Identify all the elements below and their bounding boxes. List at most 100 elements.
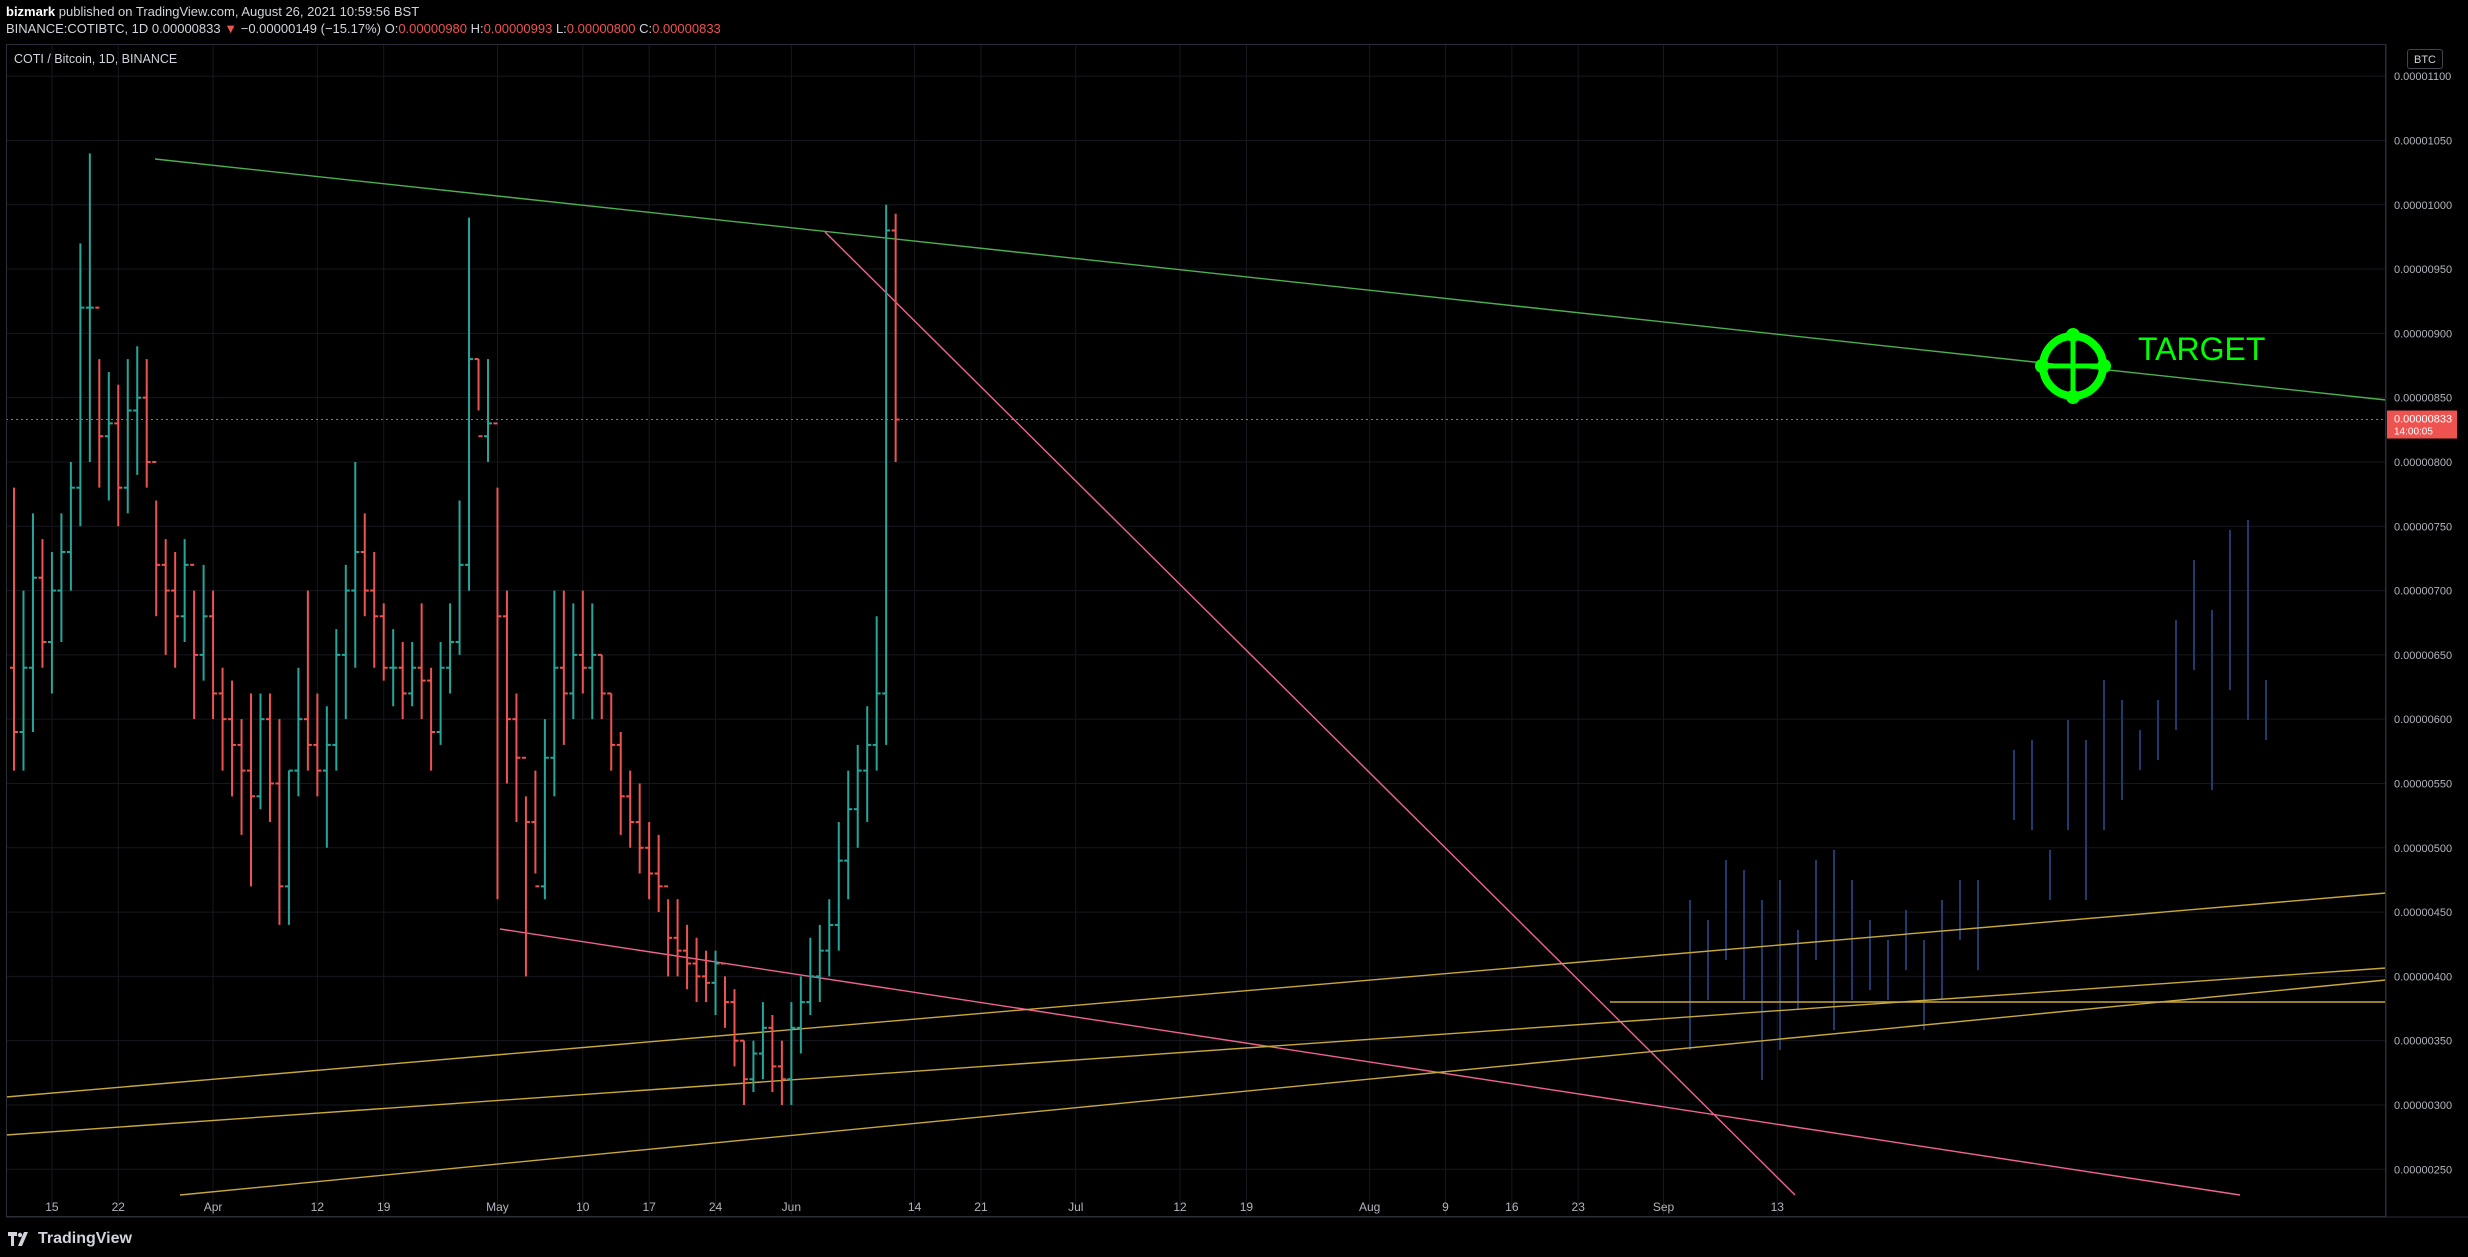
ohlc-bar: [721, 962, 729, 1028]
ohlc-bar: [408, 642, 417, 707]
price-tick-label: 0.00000650: [2394, 650, 2452, 662]
ohlc-bar: [635, 783, 644, 874]
ohlc-bar: [474, 358, 483, 438]
ohlc-bar: [455, 500, 464, 655]
time-tick-label: 24: [709, 1200, 723, 1214]
trendlines: [5, 158, 2387, 1196]
ohlc-bar: [294, 667, 303, 797]
ohlc-bar: [10, 487, 18, 771]
ohlc-bar: [796, 976, 805, 1054]
ohlc-bar: [152, 460, 161, 617]
ohlc-bar: [521, 756, 530, 977]
time-tick-label: 12: [1173, 1200, 1187, 1214]
price-tick-label: 0.00000550: [2394, 778, 2452, 790]
ohlc-bar: [664, 885, 673, 977]
price-axis[interactable]: 0.00001100 0.00001050 0.00001000 0.00000950…: [2385, 44, 2452, 1217]
ohlc-bar: [114, 384, 123, 527]
time-axis[interactable]: 15 22 Apr 12 19 May 10 17 24 Jun 14 21 Jul 12 19 Aug 9 16…: [6, 1200, 2468, 1218]
price-tick-label: 0.00000300: [2394, 1100, 2452, 1112]
ohlc-bar: [540, 719, 549, 900]
published-text: published on TradingView.com, August 26,…: [58, 4, 420, 19]
price-tick-label: 0.00000750: [2394, 521, 2452, 533]
time-tick-label: 12: [311, 1200, 325, 1214]
ohlc-bar: [588, 603, 597, 720]
header-bar: bizmark published on TradingView.com, Au…: [0, 0, 2468, 40]
ohlc-bar: [199, 564, 208, 681]
ohlc-bar: [834, 822, 843, 951]
ohlc-bar: [190, 563, 199, 720]
price-tick-label: 0.00000350: [2394, 1036, 2452, 1048]
close-label: C:: [639, 21, 653, 36]
time-tick-label: 22: [112, 1200, 126, 1214]
down-arrow-icon: ▼: [224, 21, 238, 36]
support-line: [179, 979, 2387, 1196]
ohlc-bar: [550, 590, 559, 797]
ohlc-bar: [28, 513, 37, 733]
price-tick-label: 0.00000950: [2394, 264, 2452, 276]
ohlc-bar: [57, 513, 66, 643]
close-value: 0.00000833: [652, 21, 721, 36]
ohlc-bar: [370, 551, 379, 668]
time-tick-label: Jul: [1068, 1200, 1083, 1214]
ohlc-bar: [341, 564, 350, 720]
time-tick-label: 16: [1505, 1200, 1519, 1214]
open-value: 0.00000980: [398, 21, 468, 36]
ohlc-bar: [142, 359, 151, 488]
time-tick-label: 13: [1771, 1200, 1785, 1214]
open-label: O:: [384, 21, 399, 36]
ohlc-bar: [777, 1040, 786, 1105]
target-dot: [2066, 328, 2080, 342]
resistance-line: [154, 158, 2387, 401]
low-label: L:: [555, 21, 567, 36]
ohlc-bar: [322, 706, 331, 848]
ohlc-bar: [493, 422, 502, 900]
ohlc-bar: [863, 706, 872, 823]
ohlc-bar: [446, 603, 455, 694]
wedge-lower-line: [499, 928, 2241, 1196]
ohlc-bar: [692, 937, 701, 1003]
ohlc-bar: [626, 770, 635, 848]
author-name[interactable]: bizmark: [6, 4, 56, 19]
ohlc-bar: [76, 243, 85, 527]
chart-legend-title[interactable]: COTI / Bitcoin, 1D, BINANCE: [14, 52, 178, 66]
time-tick-label: 17: [642, 1200, 656, 1214]
ohlc-bar: [237, 719, 246, 835]
ohlc-bar: [19, 590, 28, 771]
ohlc-bar: [569, 603, 578, 720]
time-tick-label: May: [486, 1200, 509, 1214]
ohlc-bar: [123, 359, 132, 514]
ohlc-bar: [85, 153, 94, 462]
time-tick-label: Aug: [1359, 1200, 1380, 1214]
ohlc-bar: [806, 937, 815, 1015]
ohlc-bar: [436, 642, 445, 745]
ohlc-bar: [66, 461, 75, 591]
ohlc-bar: [389, 629, 398, 707]
ohlc-bar: [749, 1040, 758, 1093]
chart-pane-border: [6, 44, 2386, 1217]
ohlc-bar: [872, 616, 881, 771]
wedge-upper-line: [824, 231, 1796, 1196]
ohlc-bar: [787, 1002, 796, 1105]
tradingview-logo[interactable]: TradingView: [8, 1230, 132, 1248]
ohlc-bar: [825, 899, 834, 977]
time-tick-label: 14: [908, 1200, 922, 1214]
price-tick-label: 0.00000500: [2394, 843, 2452, 855]
ohlc-bar: [313, 693, 322, 797]
ohlc-bar: [171, 551, 180, 668]
price-tick-label: 0.00000600: [2394, 714, 2452, 726]
price-tick-label: 0.00000800: [2394, 457, 2452, 469]
ohlc-bar: [379, 603, 388, 681]
ohlc-bar: [758, 1002, 767, 1080]
currency-button[interactable]: BTC: [2407, 49, 2443, 69]
ohlc-bar: [465, 217, 474, 591]
ohlc-bar: [645, 822, 654, 900]
ohlc-bar: [133, 346, 142, 475]
price-tick-label: 0.00000250: [2394, 1164, 2452, 1176]
ohlc-bar: [882, 204, 891, 745]
symbol-ohlc-line: BINANCE:COTIBTC, 1D 0.00000833 ▼ −0.0000…: [6, 21, 721, 36]
price-tick-label: 0.00000400: [2394, 971, 2452, 983]
time-tick-label: 15: [45, 1200, 59, 1214]
ohlc-bar: [844, 770, 853, 900]
